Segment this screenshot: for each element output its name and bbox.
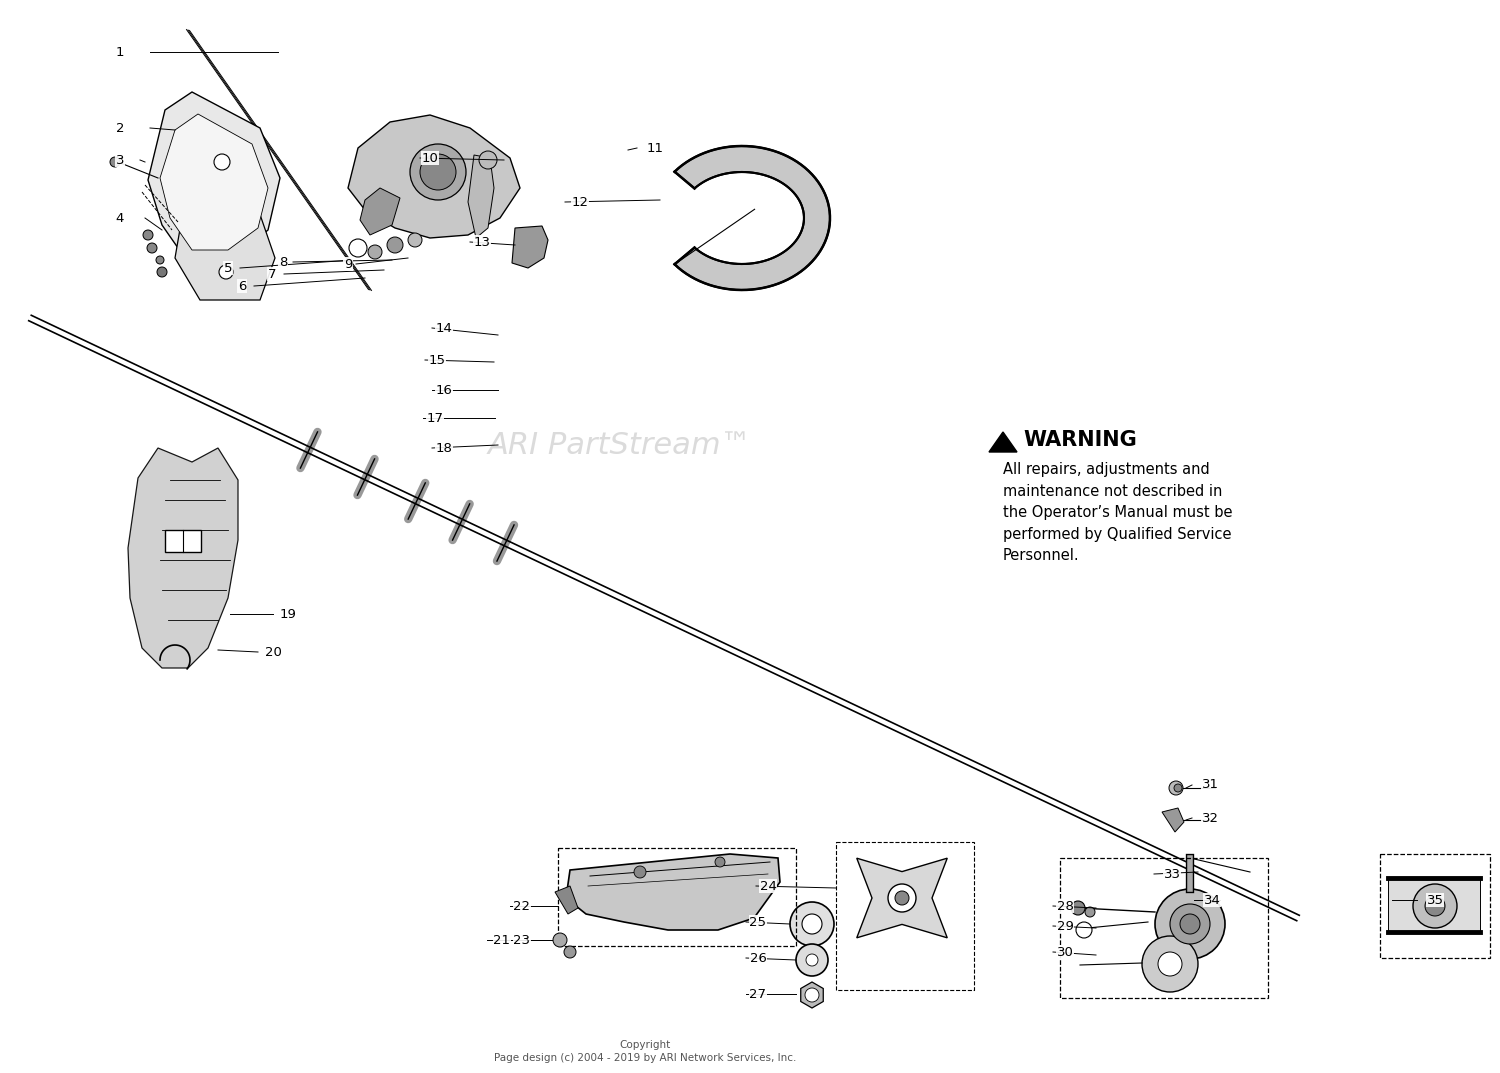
Circle shape: [790, 902, 834, 946]
Circle shape: [156, 256, 164, 264]
Polygon shape: [555, 886, 578, 914]
Text: 10: 10: [422, 151, 438, 164]
Circle shape: [158, 267, 166, 277]
Text: 32: 32: [1202, 811, 1218, 824]
Circle shape: [806, 954, 818, 966]
Text: 3: 3: [116, 153, 124, 166]
Polygon shape: [1162, 808, 1184, 832]
Text: 1: 1: [116, 45, 124, 59]
Text: ARI PartStream™: ARI PartStream™: [488, 430, 752, 459]
Circle shape: [888, 884, 916, 912]
Polygon shape: [176, 200, 274, 300]
Bar: [836, 842, 974, 990]
Text: 18: 18: [435, 441, 453, 455]
Text: 28: 28: [1056, 899, 1074, 912]
Circle shape: [1180, 914, 1200, 934]
Circle shape: [1084, 907, 1095, 917]
Text: 35: 35: [1426, 894, 1443, 907]
Circle shape: [387, 237, 404, 253]
Text: 19: 19: [279, 607, 297, 620]
Polygon shape: [566, 854, 780, 930]
Text: !: !: [1002, 449, 1008, 458]
Polygon shape: [512, 226, 548, 268]
Text: 4: 4: [116, 211, 124, 224]
Circle shape: [796, 944, 828, 976]
Text: 12: 12: [572, 195, 588, 208]
Circle shape: [1071, 901, 1084, 915]
Text: 11: 11: [646, 142, 663, 155]
Text: WARNING: WARNING: [1023, 430, 1137, 450]
Text: 31: 31: [1202, 779, 1218, 792]
Text: 13: 13: [474, 235, 490, 249]
Circle shape: [142, 230, 153, 240]
Text: 2: 2: [116, 121, 124, 134]
Circle shape: [1142, 936, 1198, 993]
Polygon shape: [468, 155, 494, 238]
Circle shape: [1158, 952, 1182, 976]
Bar: [1060, 858, 1268, 998]
Circle shape: [1174, 784, 1182, 792]
Text: 8: 8: [279, 255, 286, 268]
Text: 15: 15: [429, 353, 445, 367]
Bar: [1388, 879, 1480, 932]
Text: 9: 9: [344, 258, 352, 270]
Circle shape: [716, 857, 724, 867]
Circle shape: [478, 151, 496, 170]
Text: 5: 5: [224, 262, 232, 275]
Polygon shape: [675, 146, 830, 290]
Text: 17: 17: [426, 412, 444, 425]
Polygon shape: [988, 432, 1017, 452]
Text: 29: 29: [1056, 920, 1074, 932]
Text: 22: 22: [513, 899, 531, 912]
Text: 21: 21: [494, 934, 510, 946]
Circle shape: [1076, 922, 1092, 938]
Circle shape: [110, 157, 120, 167]
Circle shape: [214, 155, 230, 170]
Polygon shape: [856, 858, 948, 938]
Polygon shape: [160, 114, 268, 250]
Bar: [558, 848, 796, 946]
Text: 33: 33: [1164, 867, 1180, 881]
Polygon shape: [148, 92, 280, 258]
Circle shape: [1170, 903, 1210, 944]
Polygon shape: [360, 188, 401, 235]
Circle shape: [219, 265, 232, 279]
Circle shape: [802, 914, 822, 934]
Text: 23: 23: [513, 934, 531, 946]
Bar: [165, 530, 201, 552]
Polygon shape: [348, 115, 520, 238]
Polygon shape: [801, 982, 824, 1008]
Polygon shape: [128, 449, 238, 668]
Circle shape: [634, 866, 646, 878]
Text: 16: 16: [435, 383, 453, 397]
Circle shape: [1425, 896, 1444, 916]
Text: 30: 30: [1056, 945, 1074, 958]
Circle shape: [408, 233, 422, 247]
Text: Copyright
Page design (c) 2004 - 2019 by ARI Network Services, Inc.: Copyright Page design (c) 2004 - 2019 by…: [494, 1040, 796, 1063]
Circle shape: [1413, 884, 1456, 928]
Circle shape: [147, 242, 158, 253]
Text: 24: 24: [759, 880, 777, 893]
Circle shape: [554, 934, 567, 947]
Circle shape: [1155, 890, 1226, 959]
Circle shape: [350, 239, 368, 258]
Text: 25: 25: [750, 915, 766, 928]
Circle shape: [410, 144, 466, 200]
Circle shape: [1168, 781, 1184, 795]
Circle shape: [368, 245, 382, 259]
Bar: [1380, 854, 1490, 958]
Text: 26: 26: [750, 952, 766, 965]
Text: 7: 7: [267, 267, 276, 280]
Text: 14: 14: [435, 322, 453, 335]
Circle shape: [806, 988, 819, 1002]
Text: 20: 20: [264, 646, 282, 659]
Text: 6: 6: [238, 279, 246, 293]
Circle shape: [896, 891, 909, 905]
Text: All repairs, adjustments and
maintenance not described in
the Operator’s Manual : All repairs, adjustments and maintenance…: [1004, 462, 1233, 563]
Text: 27: 27: [750, 987, 766, 1000]
Circle shape: [420, 155, 456, 190]
Text: 34: 34: [1203, 894, 1221, 907]
Circle shape: [564, 946, 576, 958]
